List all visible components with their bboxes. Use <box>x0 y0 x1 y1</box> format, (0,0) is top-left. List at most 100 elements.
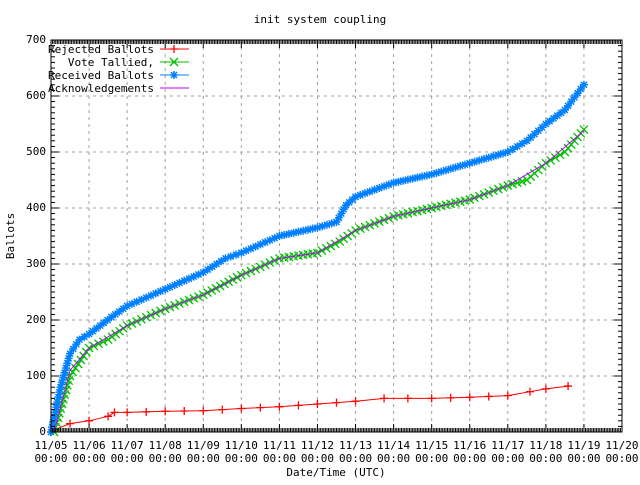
data-point <box>66 349 75 358</box>
data-point <box>246 244 255 253</box>
x-tick-label-time: 00:00 <box>453 452 486 465</box>
x-tick-label-date: 11/18 <box>529 439 562 452</box>
data-point <box>256 240 265 249</box>
x-tick-label-date: 11/12 <box>301 439 334 452</box>
y-tick-label: 300 <box>26 257 46 270</box>
y-tick-label: 600 <box>26 89 46 102</box>
data-point <box>553 111 562 120</box>
data-point <box>175 278 184 287</box>
data-point <box>579 125 589 135</box>
data-point <box>384 180 393 189</box>
data-point <box>54 393 63 402</box>
data-point <box>564 382 573 391</box>
data-point <box>111 329 121 339</box>
data-point <box>456 162 465 170</box>
data-point <box>451 163 460 172</box>
data-point <box>294 227 303 236</box>
data-point <box>322 220 331 229</box>
data-point <box>212 260 221 268</box>
data-point <box>313 223 322 232</box>
data-point <box>489 152 498 161</box>
data-point <box>180 276 189 285</box>
data-point <box>549 114 558 123</box>
data-point <box>170 45 178 53</box>
series-vote-tallied- <box>49 125 589 437</box>
x-tick-label-date: 11/17 <box>491 439 524 452</box>
data-point <box>85 330 94 338</box>
data-point <box>484 392 493 401</box>
data-point <box>484 153 493 162</box>
data-point <box>550 153 560 163</box>
data-point <box>503 391 512 400</box>
y-tick-label: 0 <box>39 425 46 438</box>
x-tick-label-time: 00:00 <box>339 452 372 465</box>
data-point <box>351 397 360 406</box>
legend-label: Acknowledgements <box>48 82 154 95</box>
x-axis-label: Date/Time (UTC) <box>286 466 385 479</box>
data-point <box>526 387 535 396</box>
data-point <box>538 123 547 132</box>
data-point <box>356 191 365 200</box>
data-point <box>217 257 226 266</box>
data-point <box>80 332 89 341</box>
data-point <box>53 398 62 407</box>
data-point <box>57 378 66 387</box>
data-point <box>256 403 265 412</box>
x-tick-label-time: 00:00 <box>567 452 600 465</box>
y-tick-label: 100 <box>26 369 46 382</box>
data-point <box>165 283 174 292</box>
data-point <box>403 394 412 403</box>
data-point <box>284 229 293 238</box>
x-tick-label-time: 00:00 <box>301 452 334 465</box>
data-point <box>56 383 65 392</box>
data-point <box>69 344 78 353</box>
data-point <box>199 406 208 415</box>
data-point <box>441 166 450 175</box>
x-tick-label-date: 11/16 <box>453 439 486 452</box>
data-point <box>327 219 336 228</box>
data-point <box>579 80 588 89</box>
legend-label: Rejected Ballots <box>48 43 154 56</box>
data-point <box>111 310 120 319</box>
data-point <box>337 209 346 218</box>
data-point <box>55 388 64 397</box>
data-point <box>308 224 317 233</box>
data-point <box>394 177 403 186</box>
data-point <box>541 384 550 393</box>
x-tick-label-time: 00:00 <box>415 452 448 465</box>
data-point <box>475 156 484 165</box>
y-tick-label: 200 <box>26 313 46 326</box>
data-point <box>470 157 479 166</box>
data-point <box>526 133 535 142</box>
data-point <box>370 185 379 194</box>
x-tick-label-time: 00:00 <box>149 452 182 465</box>
data-point <box>446 393 455 402</box>
x-tick-label-time: 00:00 <box>491 452 524 465</box>
data-point <box>242 246 251 255</box>
data-point <box>232 250 241 259</box>
data-point <box>403 175 412 184</box>
series-line <box>50 385 569 433</box>
data-point <box>541 120 550 128</box>
data-point <box>119 304 128 313</box>
data-point <box>522 136 531 145</box>
data-point <box>555 150 565 160</box>
data-point <box>299 226 308 235</box>
data-point <box>123 302 132 310</box>
series-acknowledgements <box>53 130 585 433</box>
data-point <box>546 155 556 165</box>
data-point <box>170 71 178 79</box>
data-point <box>107 332 117 342</box>
data-point <box>79 351 89 361</box>
data-point <box>334 213 343 222</box>
data-point <box>335 237 345 247</box>
data-point <box>99 318 108 327</box>
x-tick-label-time: 00:00 <box>605 452 638 465</box>
data-point <box>98 337 108 347</box>
data-point <box>567 97 576 106</box>
data-point <box>103 335 113 345</box>
data-point <box>85 416 94 425</box>
x-tick-label-time: 00:00 <box>225 452 258 465</box>
data-point <box>332 218 341 226</box>
